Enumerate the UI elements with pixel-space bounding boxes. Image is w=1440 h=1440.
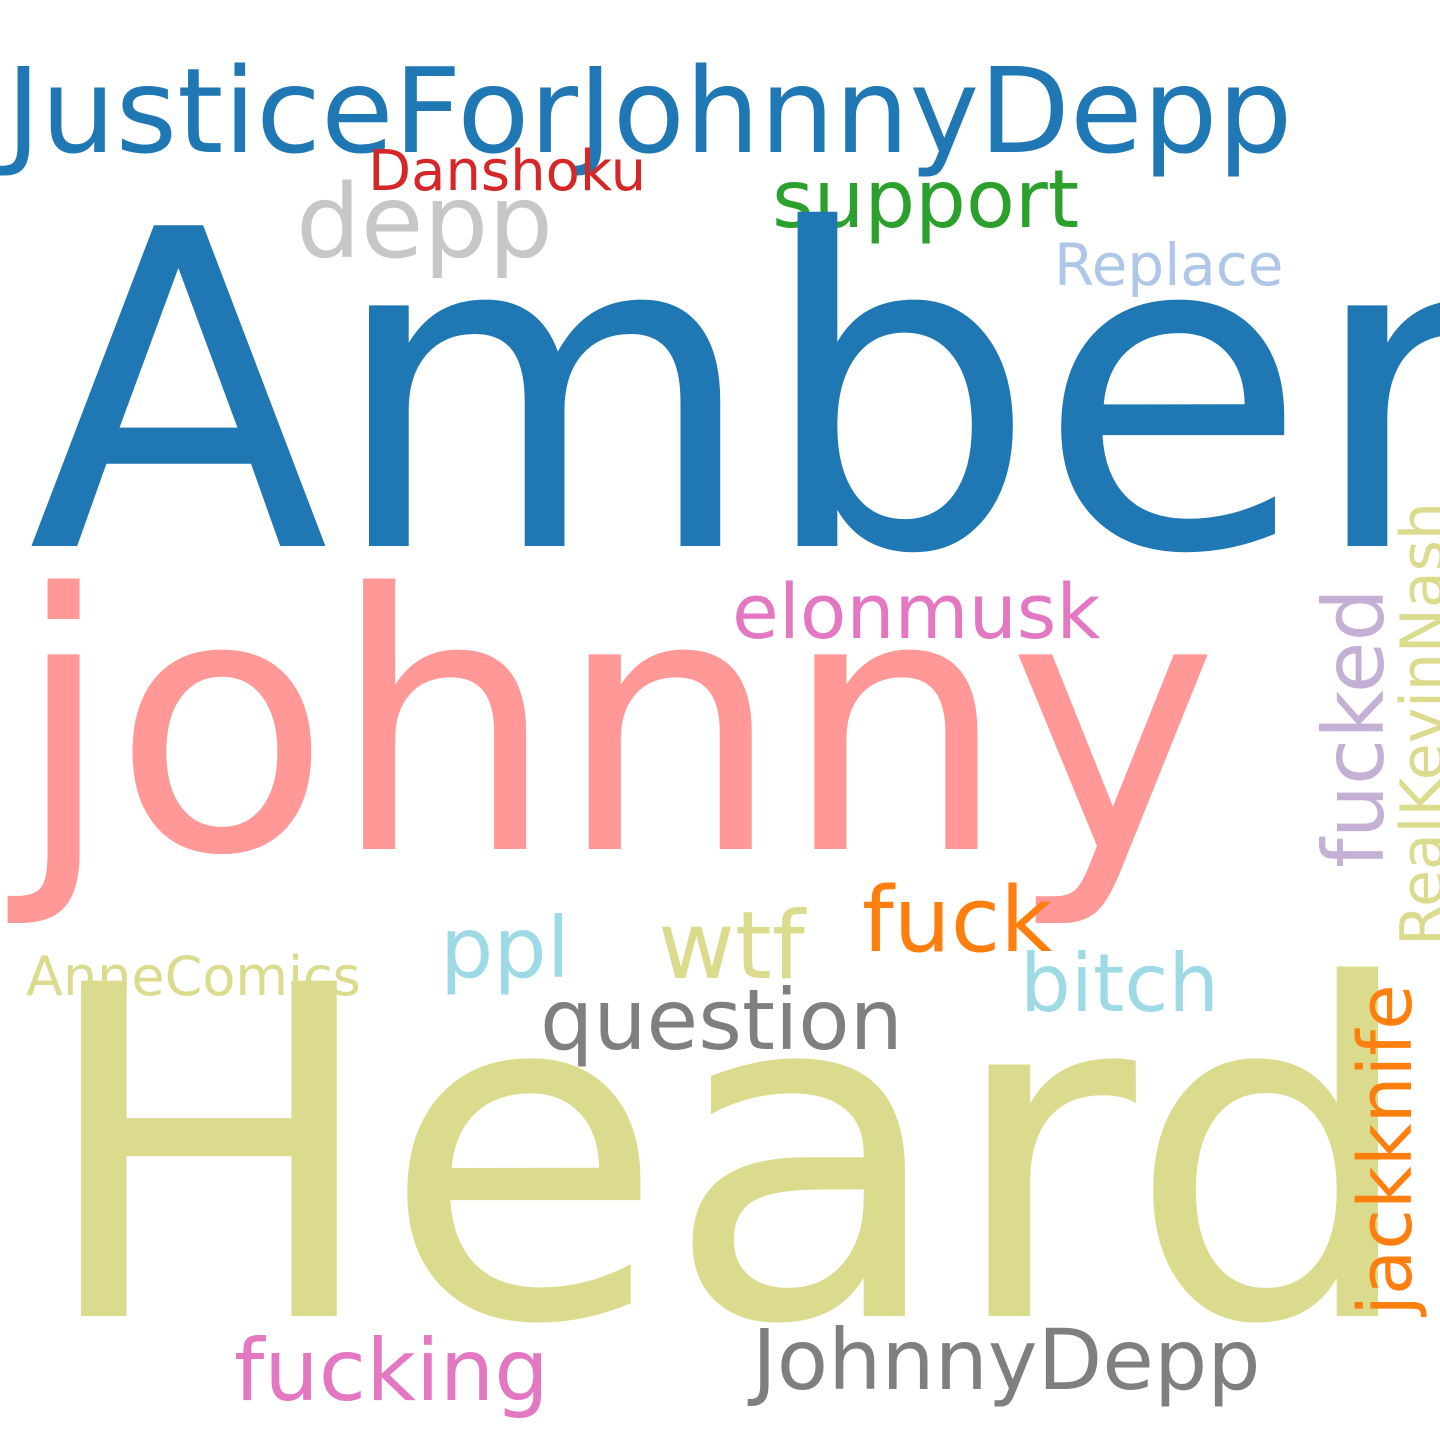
- word-johnnydepp: JohnnyDepp: [752, 1311, 1261, 1409]
- word-fuck: fuck: [862, 868, 1053, 973]
- word-elonmusk: elonmusk: [732, 567, 1101, 656]
- word-fucking: fucking: [234, 1321, 549, 1421]
- word-jackknife: jackknife: [1343, 984, 1429, 1316]
- word-justiceforjohnnydepp: JusticeForJohnnyDepp: [6, 42, 1293, 180]
- word-support: support: [772, 153, 1080, 246]
- word-ppl: ppl: [440, 899, 570, 997]
- word-replace: Replace: [1054, 231, 1284, 299]
- word-danshoku: Danshoku: [368, 139, 647, 204]
- word-depp: depp: [296, 163, 553, 282]
- word-fucked: fucked: [1305, 588, 1403, 868]
- word-wtf: wtf: [658, 892, 805, 1001]
- word-question: question: [540, 971, 903, 1069]
- word-annecomics: AnneComics: [26, 945, 361, 1008]
- word-johnny: johnny: [14, 519, 1219, 933]
- word-amber: Amber: [28, 138, 1440, 650]
- word-heard: Heard: [36, 890, 1420, 1425]
- word-bitch: bitch: [1020, 937, 1220, 1030]
